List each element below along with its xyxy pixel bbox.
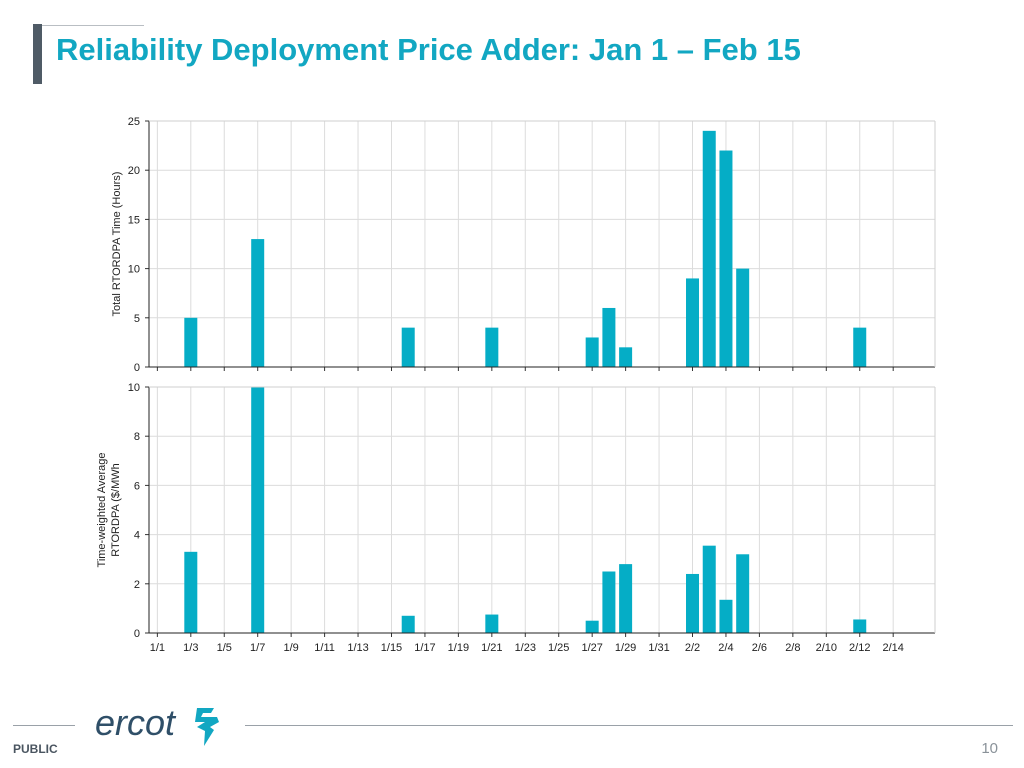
bar bbox=[719, 150, 733, 367]
bar bbox=[619, 347, 633, 367]
y-tick-label: 6 bbox=[134, 480, 140, 492]
x-tick-label: 1/19 bbox=[448, 642, 469, 654]
bar bbox=[853, 327, 867, 367]
y-tick-label: 10 bbox=[128, 264, 140, 276]
bar bbox=[736, 554, 750, 633]
x-tick-label: 1/7 bbox=[250, 642, 265, 654]
bar bbox=[485, 614, 499, 633]
bar bbox=[853, 619, 867, 633]
footer-rule-left bbox=[13, 725, 75, 726]
x-tick-label: 1/25 bbox=[548, 642, 569, 654]
title-accent-bar bbox=[33, 24, 42, 84]
x-tick-label: 1/23 bbox=[515, 642, 536, 654]
y-axis-label: Total RTORDPA Time (Hours) bbox=[111, 172, 123, 317]
x-tick-label: 1/15 bbox=[381, 642, 402, 654]
x-tick-label: 2/14 bbox=[882, 642, 903, 654]
x-tick-label: 1/5 bbox=[217, 642, 232, 654]
y-tick-label: 0 bbox=[134, 628, 140, 640]
bar bbox=[686, 278, 700, 367]
bar bbox=[251, 387, 265, 633]
bar bbox=[251, 239, 265, 367]
x-tick-label: 2/4 bbox=[718, 642, 733, 654]
x-tick-label: 1/27 bbox=[581, 642, 602, 654]
bar bbox=[184, 317, 198, 367]
y-tick-label: 4 bbox=[134, 530, 140, 542]
footer-rule-right bbox=[245, 725, 1013, 726]
texas-icon bbox=[195, 708, 219, 746]
y-tick-label: 15 bbox=[128, 214, 140, 226]
y-tick-label: 10 bbox=[128, 382, 140, 394]
logo-wordmark: ercot bbox=[95, 702, 177, 743]
bar bbox=[736, 268, 750, 367]
y-axis-label: RTORDPA ($/MWh bbox=[110, 463, 122, 557]
x-tick-label: 2/12 bbox=[849, 642, 870, 654]
y-tick-label: 20 bbox=[128, 165, 140, 177]
bar bbox=[602, 307, 616, 367]
page-title: Reliability Deployment Price Adder: Jan … bbox=[56, 32, 801, 67]
bar bbox=[702, 130, 716, 367]
y-axis-label: Time-weighted Average bbox=[96, 453, 108, 568]
y-tick-label: 2 bbox=[134, 579, 140, 591]
bar bbox=[401, 327, 415, 367]
ercot-logo: ercot bbox=[95, 702, 219, 746]
footer-public-label: PUBLIC bbox=[13, 742, 58, 756]
bar bbox=[702, 545, 716, 633]
x-tick-label: 1/21 bbox=[481, 642, 502, 654]
x-tick-label: 1/13 bbox=[347, 642, 368, 654]
x-tick-label: 1/29 bbox=[615, 642, 636, 654]
y-tick-label: 0 bbox=[134, 362, 140, 374]
y-tick-label: 25 bbox=[128, 116, 140, 128]
x-tick-label: 2/10 bbox=[816, 642, 837, 654]
y-tick-label: 5 bbox=[134, 313, 140, 325]
bar bbox=[585, 620, 599, 633]
bar bbox=[686, 573, 700, 633]
bar bbox=[602, 571, 616, 633]
x-tick-label: 1/31 bbox=[648, 642, 669, 654]
x-tick-label: 2/2 bbox=[685, 642, 700, 654]
page-number: 10 bbox=[981, 740, 998, 757]
x-tick-label: 1/17 bbox=[414, 642, 435, 654]
x-tick-label: 2/8 bbox=[785, 642, 800, 654]
bar bbox=[485, 327, 499, 367]
chart-panel-1: 0 5 10 15 20 25 Total RTORDPA Time (Hours) bbox=[111, 116, 936, 374]
bar bbox=[184, 551, 198, 633]
x-tick-label: 1/11 bbox=[314, 642, 335, 654]
x-tick-label: 1/1 bbox=[150, 642, 165, 654]
chart-panel-2: 0 2 4 6 8 10 1/1 1/3 1/5 1/7 1/9 1/11 1/13 1/15 1/17 1/… bbox=[96, 382, 936, 654]
bar bbox=[719, 599, 733, 633]
bar bbox=[619, 564, 633, 633]
chart-area: 0 5 10 15 20 25 Total RTORDPA Time (Hours) 0 2 4 6… bbox=[96, 116, 936, 654]
x-tick-label: 1/9 bbox=[284, 642, 299, 654]
title-rule bbox=[42, 25, 144, 26]
bar bbox=[585, 337, 599, 367]
y-tick-label: 8 bbox=[134, 431, 140, 443]
x-tick-label: 2/6 bbox=[752, 642, 767, 654]
bar bbox=[401, 615, 415, 633]
x-tick-label: 1/3 bbox=[183, 642, 198, 654]
